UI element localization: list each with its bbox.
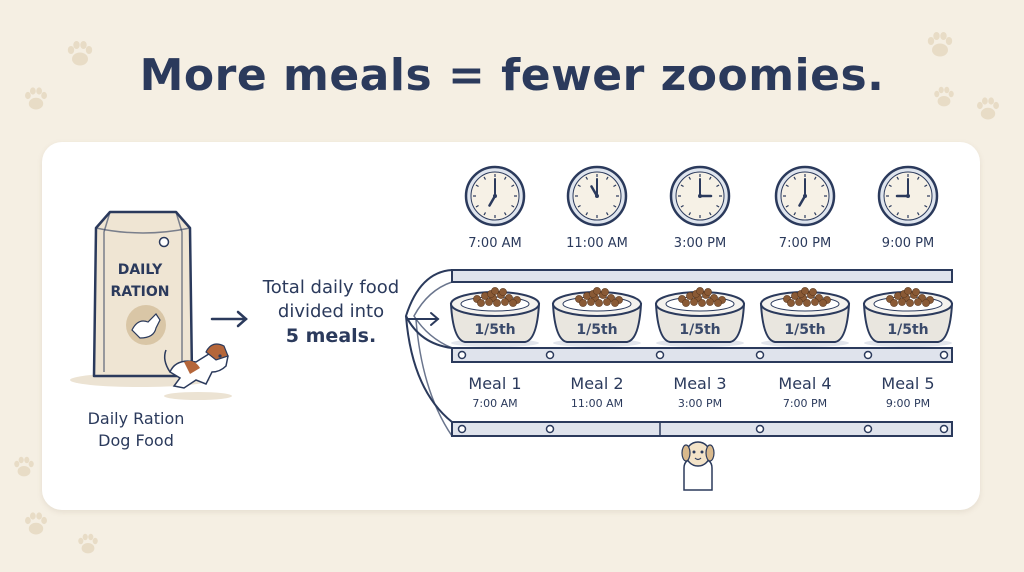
dog-food-bag-icon (70, 210, 210, 387)
running-dog-icon (163, 343, 232, 400)
food-bowl-icon (654, 287, 746, 347)
division-text-line2: divided into (277, 301, 385, 322)
meal-name-label: Meal 1 (468, 374, 522, 393)
bag-caption-line1: Daily Ration (87, 409, 185, 428)
paw-print-icon (927, 32, 953, 57)
bag-label-line2: RATION (110, 284, 170, 300)
clock-icon (464, 165, 526, 227)
bowl-portion-label: 1/5th (576, 322, 618, 338)
meal-time-label: 11:00 AM (570, 397, 624, 410)
clock-time-label: 3:00 PM (673, 236, 727, 251)
meal-time-label: 7:00 AM (472, 397, 518, 410)
bowl-portion-label: 1/5th (474, 322, 516, 338)
clock-icon (566, 165, 628, 227)
paw-print-icon (14, 456, 34, 477)
clock-icon (669, 165, 731, 227)
arrow-to-text-icon (210, 310, 248, 328)
meal-time-label: 7:00 PM (782, 397, 828, 410)
paw-print-icon (934, 86, 954, 107)
bowl-portion-label: 1/5th (679, 322, 721, 338)
paw-print-icon (977, 97, 999, 120)
clock-time-label: 7:00 AM (468, 236, 522, 251)
bowl-portion-label: 1/5th (887, 322, 929, 338)
meal-time-label: 3:00 PM (677, 397, 723, 410)
food-bowl-icon (551, 287, 643, 347)
meal-name-label: Meal 3 (673, 374, 727, 393)
bag-caption: Daily Ration Dog Food (76, 408, 196, 452)
bowl-portion-label: 1/5th (784, 322, 826, 338)
meal-name-label: Meal 2 (570, 374, 624, 393)
page-title: More meals = fewer zoomies. (139, 50, 885, 101)
paw-print-icon (78, 533, 98, 554)
food-bowl-icon (862, 287, 954, 347)
meal-name-label: Meal 5 (881, 374, 935, 393)
bag-caption-line2: Dog Food (98, 431, 174, 450)
arrow-to-belt-icon (407, 312, 440, 326)
conveyor-belt (404, 269, 953, 437)
sitting-puppy-icon (681, 441, 715, 491)
division-text-line1: Total daily food (262, 277, 400, 298)
bag-label-line1: DAILY (117, 262, 163, 278)
meal-name-label: Meal 4 (778, 374, 832, 393)
paw-print-icon (67, 41, 93, 66)
bag-label: DAILY RATION (100, 259, 180, 303)
clock-time-label: 7:00 PM (778, 236, 832, 251)
meal-time-label: 9:00 PM (885, 397, 931, 410)
division-text: Total daily food divided into 5 meals. (250, 276, 412, 349)
division-text-line3: 5 meals. (285, 325, 377, 347)
food-bowl-icon (449, 287, 541, 347)
clock-time-label: 9:00 PM (881, 236, 935, 251)
clock-time-label: 11:00 AM (566, 236, 628, 251)
clock-icon (774, 165, 836, 227)
food-bowl-icon (759, 287, 851, 347)
clock-icon (877, 165, 939, 227)
paw-print-icon (25, 512, 47, 535)
paw-print-icon (25, 87, 47, 110)
